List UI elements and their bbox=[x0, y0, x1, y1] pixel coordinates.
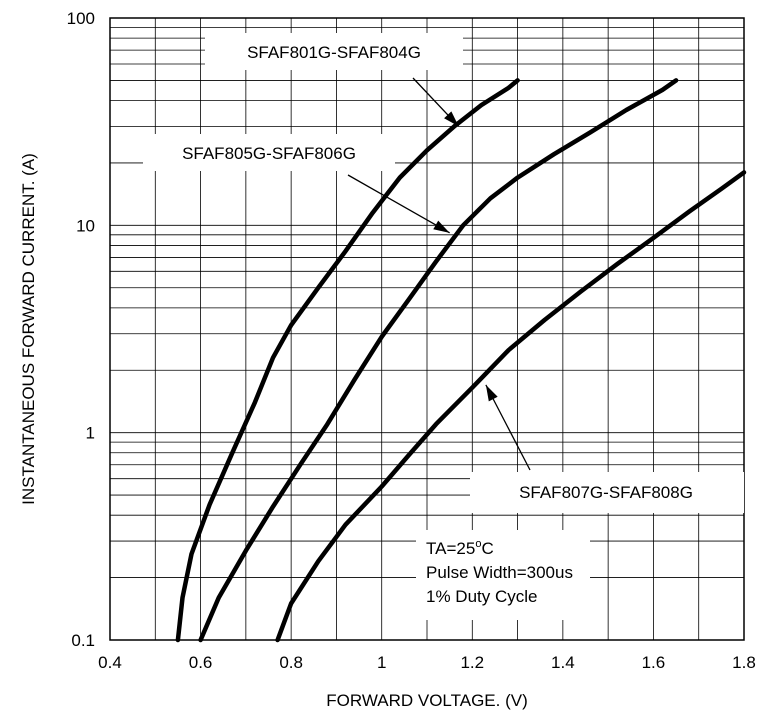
arrow-head bbox=[444, 111, 459, 127]
conditions-box: TA=25oC Pulse Width=300us 1% Duty Cycle bbox=[416, 530, 590, 620]
y-tick-label: 100 bbox=[67, 9, 95, 28]
callout-arrows bbox=[347, 77, 531, 471]
x-tick-label: 1 bbox=[377, 653, 386, 672]
series-label-807-808: SFAF807G-SFAF808G bbox=[519, 483, 693, 502]
label-807-808: SFAF807G-SFAF808G bbox=[470, 472, 744, 513]
x-tick-label: 0.6 bbox=[189, 653, 213, 672]
label-805-806: SFAF805G-SFAF806G bbox=[143, 134, 395, 171]
x-tick-label: 1.6 bbox=[642, 653, 666, 672]
series-label-801-804: SFAF801G-SFAF804G bbox=[247, 43, 421, 62]
series-line-3 bbox=[275, 170, 747, 643]
plot-frame bbox=[109, 17, 745, 641]
condition-temp: TA=25oC bbox=[426, 538, 494, 558]
arrow-807-808 bbox=[485, 384, 531, 471]
y-axis-label: INSTANTANEOUS FORWARD CURRENT. (A) bbox=[19, 153, 38, 505]
series-line-2 bbox=[198, 78, 679, 643]
label-801-804: SFAF801G-SFAF804G bbox=[205, 33, 463, 70]
condition-duty-cycle: 1% Duty Cycle bbox=[426, 587, 537, 606]
series-label-805-806: SFAF805G-SFAF806G bbox=[182, 144, 356, 163]
arrow-head bbox=[485, 384, 498, 402]
y-tick-label: 1 bbox=[86, 424, 95, 443]
x-tick-label: 0.8 bbox=[279, 653, 303, 672]
arrow-head bbox=[433, 220, 450, 233]
arrow-801-804 bbox=[412, 77, 460, 127]
series-line-1 bbox=[175, 78, 520, 643]
x-tick-label: 1.2 bbox=[460, 653, 484, 672]
arrow-line bbox=[347, 174, 450, 234]
x-tick-label: 1.4 bbox=[551, 653, 575, 672]
arrow-805-806 bbox=[347, 174, 450, 234]
condition-pulse-width: Pulse Width=300us bbox=[426, 563, 573, 582]
x-axis-label: FORWARD VOLTAGE. (V) bbox=[326, 691, 528, 710]
tick-labels: 0.4 0.6 0.8 1 1.2 1.4 1.6 1.8 0.1 1 10 100 bbox=[67, 9, 756, 672]
y-tick-label: 10 bbox=[76, 216, 95, 235]
x-tick-label: 1.8 bbox=[732, 653, 756, 672]
y-tick-label: 0.1 bbox=[71, 631, 95, 650]
curves bbox=[175, 78, 747, 643]
x-tick-label: 0.4 bbox=[98, 653, 122, 672]
